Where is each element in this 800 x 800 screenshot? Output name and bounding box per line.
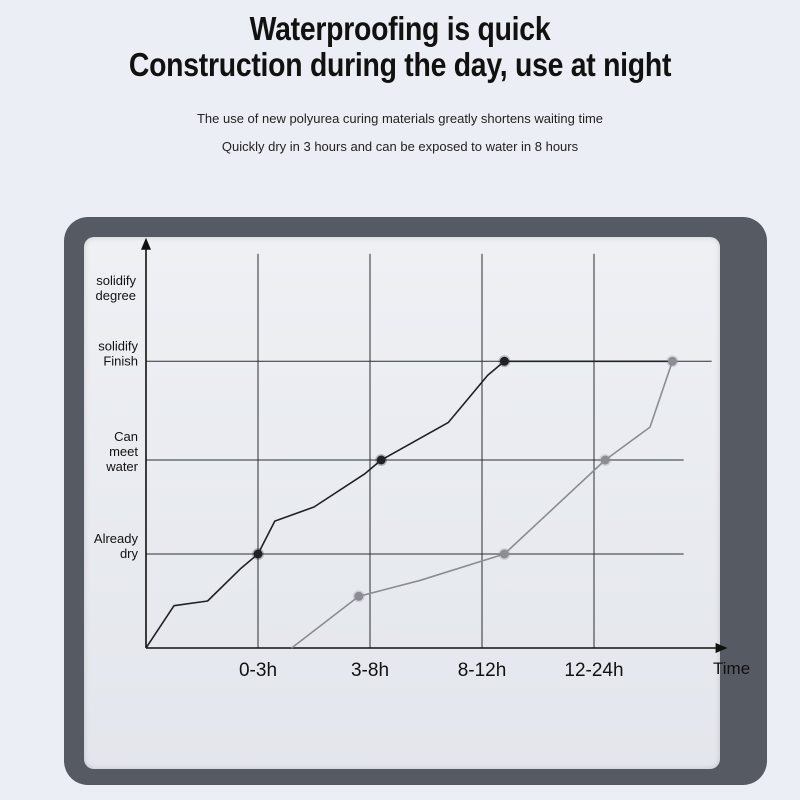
x-tick-label: 3-8h bbox=[351, 660, 389, 681]
y-level-label: meet bbox=[109, 444, 138, 459]
series-marker-2 bbox=[499, 549, 509, 559]
y-level-label: Finish bbox=[103, 353, 138, 368]
series-marker-1 bbox=[253, 549, 263, 559]
y-level-label: solidify bbox=[98, 338, 138, 353]
y-level-label: Can bbox=[114, 429, 138, 444]
series-marker-1 bbox=[376, 455, 386, 465]
chart-series bbox=[145, 355, 679, 649]
title-line-2: Construction during the day, use at nigh… bbox=[128, 46, 672, 83]
y-axis-arrow bbox=[141, 237, 151, 250]
chart-grid bbox=[146, 253, 712, 648]
subtitle-line-1: The use of new polyurea curing materials… bbox=[196, 111, 604, 126]
series-marker-2 bbox=[667, 356, 677, 366]
x-tick-label: 8-12h bbox=[458, 660, 507, 681]
y-axis-label: solidify bbox=[96, 273, 136, 288]
series-marker-2 bbox=[354, 591, 364, 601]
header: Waterproofing is quick Construction duri… bbox=[0, 0, 800, 86]
y-axis-label: degree bbox=[96, 288, 136, 303]
chart-panel bbox=[84, 237, 720, 769]
y-level-label: Already bbox=[94, 531, 139, 546]
x-tick-label: 0-3h bbox=[239, 660, 277, 681]
chart-axes bbox=[141, 237, 728, 653]
x-tick-label: 12-24h bbox=[564, 660, 623, 681]
y-level-label: dry bbox=[120, 546, 139, 561]
series-marker-2 bbox=[600, 455, 610, 465]
series-line-1 bbox=[145, 360, 673, 649]
x-axis-arrow bbox=[715, 643, 728, 653]
y-level-label: water bbox=[105, 459, 138, 474]
chart-labels: 0-3h 3-8h 8-12h 12-24h TimesolidifydegreeAlr… bbox=[94, 273, 750, 681]
title-line-1: Waterproofing is quick bbox=[249, 10, 551, 47]
x-axis-label: Time bbox=[713, 659, 750, 678]
subtitle-line-2: Quickly dry in 3 hours and can be expose… bbox=[221, 139, 579, 154]
series-marker-1 bbox=[499, 356, 509, 366]
